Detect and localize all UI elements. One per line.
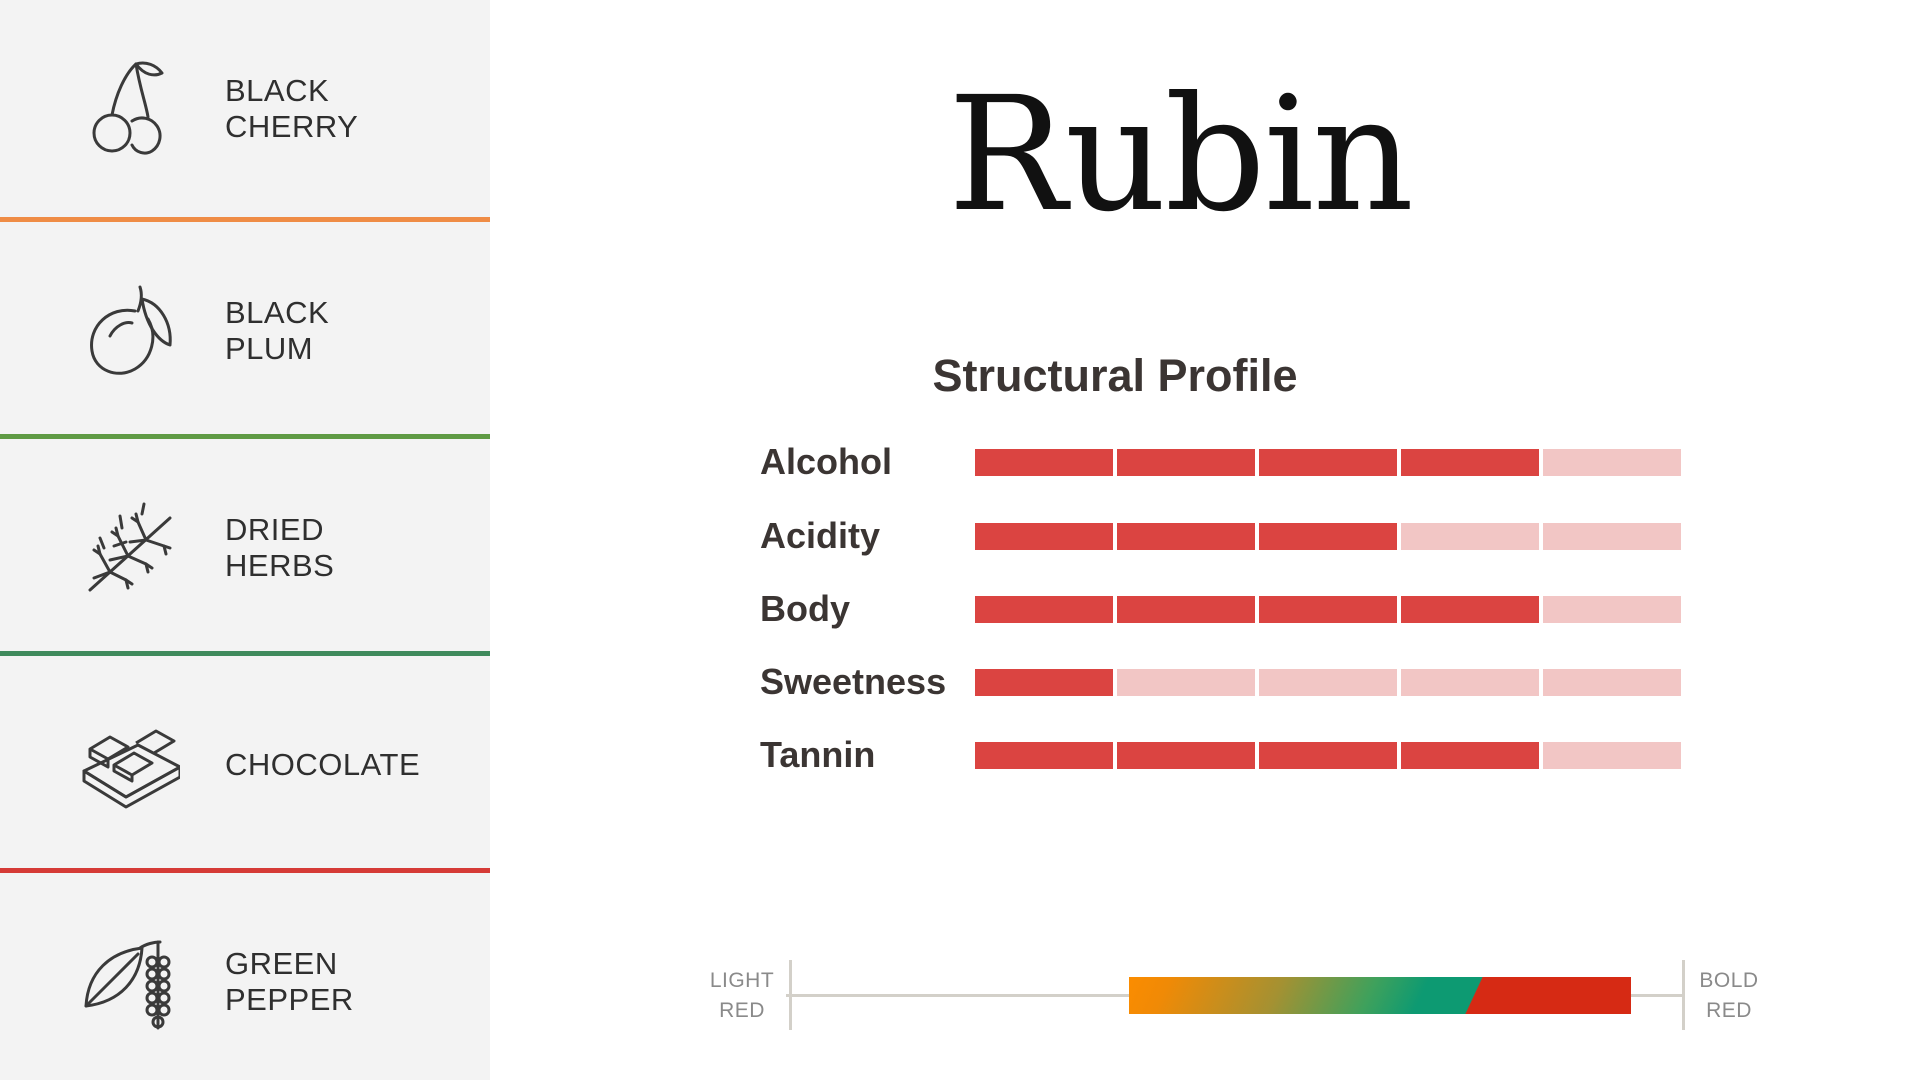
level-segment-filled	[1117, 742, 1255, 769]
cherry-icon	[80, 59, 180, 159]
tasting-note-chocolate: CHOCOLATE	[0, 656, 490, 873]
level-segment-filled	[1117, 596, 1255, 623]
chocolate-icon	[80, 715, 180, 815]
tasting-note-black-plum: BLACK PLUM	[0, 222, 490, 439]
metric-row-sweetness: Sweetness	[760, 662, 1720, 702]
wine-name-title: Rubin	[947, 63, 1414, 247]
level-segment-filled	[1259, 742, 1397, 769]
level-segment-filled	[1259, 449, 1397, 476]
tasting-note-divider	[0, 651, 490, 656]
tasting-note-label: GREEN PEPPER	[225, 945, 354, 1017]
metric-row-acidity: Acidity	[760, 516, 1720, 556]
tasting-note-divider	[0, 868, 490, 873]
metric-level-bar	[975, 669, 1683, 696]
level-segment-filled	[1401, 449, 1539, 476]
level-segment-empty	[1543, 669, 1681, 696]
level-segment-filled	[975, 742, 1113, 769]
level-segment-empty	[1543, 523, 1681, 550]
tasting-note-dried-herbs: DRIED HERBS	[0, 439, 490, 656]
metric-label: Acidity	[760, 515, 881, 556]
level-segment-filled	[1401, 596, 1539, 623]
tasting-note-green-pepper: GREEN PEPPER	[0, 873, 490, 1090]
level-segment-empty	[1543, 596, 1681, 623]
level-segment-filled	[1117, 449, 1255, 476]
spectrum-range-fill	[1129, 977, 1632, 1014]
metric-label: Tannin	[760, 734, 876, 775]
tasting-note-divider	[0, 217, 490, 222]
level-segment-filled	[975, 596, 1113, 623]
metric-row-tannin: Tannin	[760, 735, 1720, 775]
level-segment-empty	[1117, 669, 1255, 696]
spectrum-right-label: BOLD RED	[1699, 969, 1759, 1022]
level-segment-empty	[1259, 669, 1397, 696]
metric-label: Sweetness	[760, 661, 947, 702]
level-segment-filled	[975, 449, 1113, 476]
metric-level-bar	[975, 596, 1683, 623]
level-segment-empty	[1401, 669, 1539, 696]
metric-level-bar	[975, 449, 1683, 476]
level-segment-empty	[1543, 742, 1681, 769]
plum-icon	[80, 281, 180, 381]
tasting-note-label: CHOCOLATE	[225, 746, 421, 782]
level-segment-filled	[1401, 742, 1539, 769]
level-segment-filled	[975, 523, 1113, 550]
level-segment-filled	[1117, 523, 1255, 550]
level-segment-filled	[1259, 523, 1397, 550]
metric-level-bar	[975, 523, 1683, 550]
metric-row-body: Body	[760, 589, 1720, 629]
tasting-notes-sidebar: BLACK CHERRY BLACK PLUM	[0, 0, 490, 1080]
tasting-note-label: BLACK CHERRY	[225, 72, 359, 144]
level-segment-empty	[1401, 523, 1539, 550]
tasting-note-black-cherry: BLACK CHERRY	[0, 0, 490, 217]
metric-row-alcohol: Alcohol	[760, 442, 1720, 482]
spectrum-right-tick	[1682, 960, 1685, 1030]
metric-label: Alcohol	[760, 441, 892, 482]
structural-profile-title: Structural Profile	[932, 350, 1298, 401]
level-segment-filled	[1259, 596, 1397, 623]
metric-level-bar	[975, 742, 1683, 769]
herbs-icon	[80, 498, 180, 598]
tasting-note-label: DRIED HERBS	[225, 511, 335, 583]
metric-label: Body	[760, 588, 850, 629]
tasting-note-divider	[0, 434, 490, 439]
tasting-note-label: BLACK PLUM	[225, 294, 330, 366]
level-segment-filled	[975, 669, 1113, 696]
spectrum-left-label: LIGHT RED	[709, 969, 775, 1022]
level-segment-empty	[1543, 449, 1681, 476]
green-pepper-icon	[80, 932, 180, 1032]
